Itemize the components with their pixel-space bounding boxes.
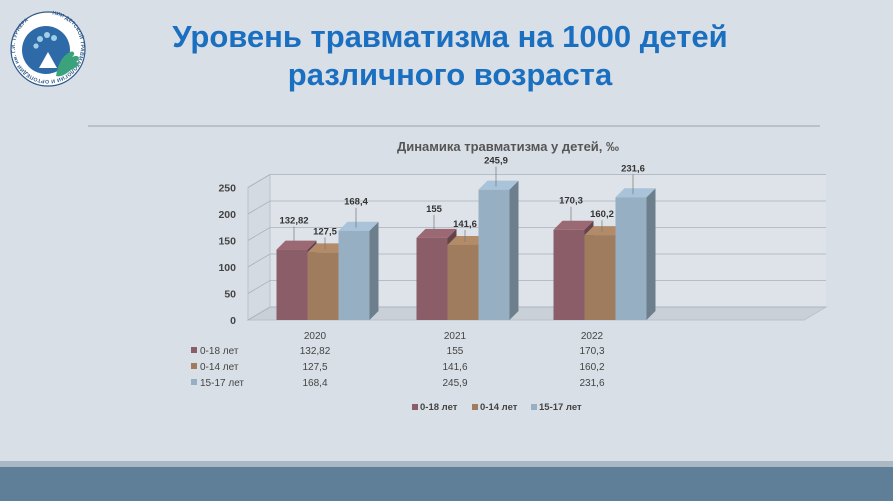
data-label: 170,3	[559, 196, 583, 207]
y-tick-label: 200	[218, 209, 236, 221]
bar-top	[478, 180, 519, 190]
bar-side	[646, 188, 656, 320]
title-line-2: различного возраста	[287, 57, 613, 92]
bar-top	[615, 188, 656, 198]
table-series-name: 15-17 лет	[200, 378, 244, 389]
table-cell: 155	[447, 346, 464, 357]
data-label: 231,6	[621, 163, 645, 174]
table-cell: 245,9	[442, 378, 467, 389]
table-cell: 141,6	[442, 362, 467, 373]
y-tick-label: 100	[218, 262, 236, 274]
bar-top	[338, 221, 379, 231]
bar-2021-15-17 лет	[478, 189, 510, 320]
legend-swatch	[531, 404, 537, 410]
bar-top	[276, 240, 317, 250]
institute-logo: НИИ ДЕТСКОЙ ТРАВМАТОЛОГИИ И ОРТОПЕДИИ им…	[6, 6, 90, 92]
bar-2020-0-14 лет	[307, 252, 339, 320]
data-label: 141,6	[453, 219, 477, 230]
bar-2022-0-18 лет	[553, 229, 585, 320]
legend-label: 0-18 лет	[420, 402, 458, 413]
data-label: 127,5	[313, 226, 337, 237]
bar-2021-0-18 лет	[416, 237, 448, 320]
x-category-label: 2020	[304, 331, 327, 342]
data-label: 132,82	[279, 216, 308, 227]
bar-top	[416, 228, 457, 238]
bar-2022-15-17 лет	[615, 197, 647, 320]
x-category-label: 2021	[444, 331, 467, 342]
x-category-label: 2022	[581, 331, 604, 342]
bar-side	[369, 221, 379, 320]
chart-side-wall	[247, 173, 271, 321]
bar-2021-0-14 лет	[447, 244, 479, 320]
footer-line	[0, 461, 893, 467]
data-label: 155	[426, 204, 443, 215]
legend-label: 0-14 лет	[480, 402, 518, 413]
y-tick-label: 50	[224, 289, 236, 301]
legend-swatch	[472, 404, 478, 410]
data-label: 245,9	[484, 156, 508, 167]
chart-title: Динамика травматизма у детей, ‰	[397, 139, 619, 154]
gridline	[247, 174, 826, 188]
legend-label: 15-17 лет	[539, 402, 582, 413]
table-series-name: 0-14 лет	[200, 362, 239, 373]
table-cell: 160,2	[579, 362, 604, 373]
legend-swatch	[412, 404, 418, 410]
data-label: 160,2	[590, 209, 614, 220]
table-cell: 231,6	[579, 378, 604, 389]
bar-side	[509, 180, 519, 320]
table-legend-key	[191, 379, 197, 385]
table-cell: 132,82	[300, 346, 331, 357]
bar-top	[307, 243, 348, 253]
chart-back-wall	[270, 174, 826, 307]
y-tick-label: 250	[218, 183, 236, 195]
table-cell: 168,4	[302, 378, 327, 389]
bar-2020-15-17 лет	[338, 230, 370, 320]
table-legend-key	[191, 347, 197, 353]
bar-2020-0-18 лет	[276, 249, 308, 320]
bar-top	[447, 235, 488, 245]
table-legend-key	[191, 363, 197, 369]
injury-chart: Динамика травматизма у детей, ‰ 0 50 100 15…	[88, 125, 828, 413]
footer-band	[0, 467, 893, 501]
title-line-1: Уровень травматизма на 1000 детей	[172, 19, 728, 54]
data-label: 168,4	[344, 197, 368, 208]
bar-top	[584, 226, 625, 236]
table-series-name: 0-18 лет	[200, 346, 239, 357]
slide-title: Уровень травматизма на 1000 детей различ…	[90, 18, 810, 94]
table-cell: 170,3	[579, 346, 604, 357]
table-cell: 127,5	[302, 362, 327, 373]
y-tick-label: 150	[218, 236, 236, 248]
bar-2022-0-14 лет	[584, 235, 616, 320]
bar-top	[553, 220, 594, 230]
y-tick-label: 0	[230, 315, 236, 327]
